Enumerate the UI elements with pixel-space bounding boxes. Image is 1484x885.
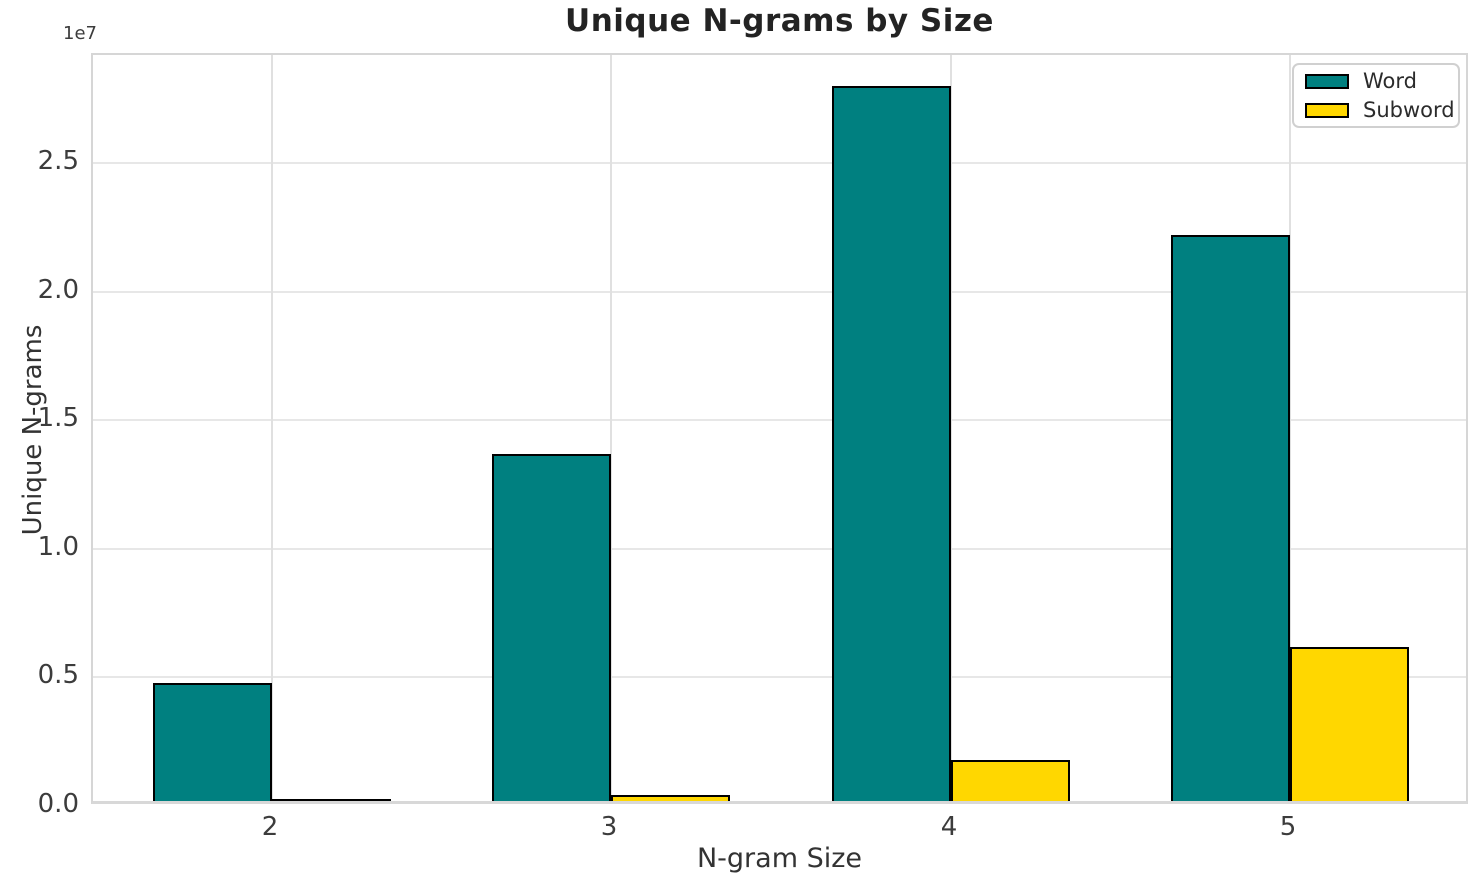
v-gridline <box>1289 55 1291 801</box>
v-gridline <box>271 55 273 801</box>
h-gridline <box>93 419 1466 421</box>
word-bar <box>1171 235 1290 801</box>
y-tick-label: 1.0 <box>37 532 79 562</box>
subword-bar <box>272 799 391 801</box>
x-tick-label: 5 <box>1279 812 1297 842</box>
v-gridline <box>610 55 612 801</box>
legend-label: Subword <box>1363 98 1455 122</box>
y-tick-label: 2.0 <box>37 275 79 305</box>
legend-swatch-icon <box>1305 73 1349 89</box>
subword-bar <box>1290 647 1409 801</box>
v-gridline <box>950 55 952 801</box>
y-tick-label: 1.5 <box>37 403 79 433</box>
chart-title: Unique N-grams by Size <box>565 3 994 39</box>
y-tick-label: 0.5 <box>37 660 79 690</box>
h-gridline <box>93 676 1466 678</box>
legend: Word Subword <box>1292 63 1460 128</box>
subword-bar <box>611 795 730 801</box>
x-tick-label: 3 <box>600 812 618 842</box>
legend-label: Word <box>1363 69 1417 93</box>
subword-bar <box>951 760 1070 801</box>
legend-swatch-icon <box>1305 102 1349 118</box>
plot-area <box>91 53 1468 804</box>
h-gridline <box>93 291 1466 293</box>
h-gridline <box>93 548 1466 550</box>
y-tick-label: 0.0 <box>37 789 79 819</box>
y-axis-offset-label: 1e7 <box>63 23 97 44</box>
legend-item: Subword <box>1294 98 1458 122</box>
x-tick-label: 2 <box>261 812 279 842</box>
x-axis-label: N-gram Size <box>696 843 863 874</box>
y-tick-label: 2.5 <box>37 146 79 176</box>
x-tick-label: 4 <box>940 812 958 842</box>
word-bar <box>153 683 272 801</box>
word-bar <box>832 86 951 801</box>
word-bar <box>492 454 611 801</box>
h-gridline <box>93 162 1466 164</box>
legend-item: Word <box>1294 69 1458 93</box>
